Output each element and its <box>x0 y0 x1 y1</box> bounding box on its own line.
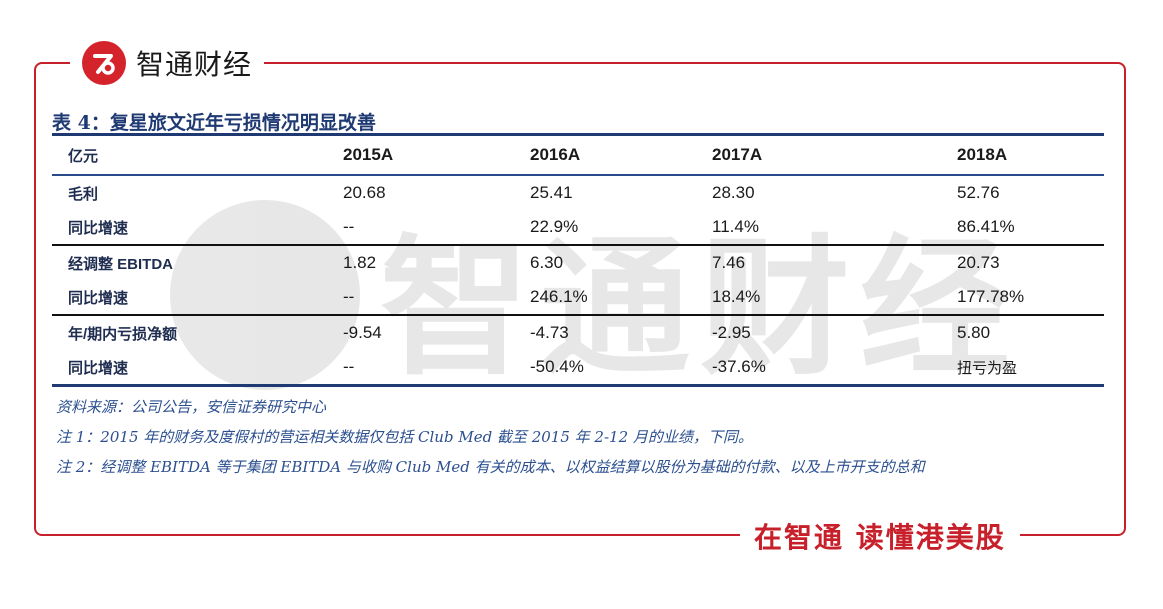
brand-slogan: 在智通 读懂港美股 <box>740 516 1020 556</box>
header-cell-unit: 亿元 <box>52 133 343 175</box>
table-cell: 20.73 <box>957 244 1104 280</box>
financial-table: 亿元 2015A 2016A 2017A 2018A 毛利 20.68 25.4… <box>52 133 1104 387</box>
footnote-2: 注 2：经调整 EBITDA 等于集团 EBITDA 与收购 Club Med … <box>56 458 925 476</box>
table-row: 同比增速 -- 22.9% 11.4% 86.41% <box>52 210 1104 245</box>
table-cell: 20.68 <box>343 174 530 210</box>
table-cell: 11.4% <box>712 217 759 236</box>
header-cell-2018: 2018A <box>957 133 1104 175</box>
header-cell-2015: 2015A <box>343 133 530 175</box>
table-row: 年/期内亏损净额 -9.54 -4.73 -2.95 5.80 <box>52 314 1104 350</box>
table-cell: -- <box>343 217 355 236</box>
row-label: 同比增速 <box>68 219 129 237</box>
row-label: 同比增速 <box>52 350 343 387</box>
table-cell: 7.46 <box>712 244 957 280</box>
brand-header: 智通财经 <box>70 40 265 86</box>
table-header-row: 亿元 2015A 2016A 2017A 2018A <box>52 133 1104 175</box>
row-label: 年/期内亏损净额 <box>52 314 343 350</box>
table-cell: 6.30 <box>530 244 712 280</box>
source-note: 资料来源：公司公告，安信证券研究中心 <box>56 398 327 416</box>
table-row: 同比增速 -- 246.1% 18.4% 177.78% <box>52 280 1104 315</box>
table-row: 经调整 EBITDA 1.82 6.30 7.46 20.73 <box>52 244 1104 280</box>
table-cell: 1.82 <box>343 244 530 280</box>
table-cell: 扭亏为盈 <box>957 350 1104 387</box>
footnote-1: 注 1：2015 年的财务及度假村的营运相关数据仅包括 Club Med 截至 … <box>56 428 753 446</box>
table-cell: 18.4% <box>712 287 761 306</box>
footnotes: 资料来源：公司公告，安信证券研究中心 注 1：2015 年的财务及度假村的营运相… <box>56 392 1116 482</box>
table-cell: 22.9% <box>530 217 579 236</box>
table-cell: -50.4% <box>530 350 712 387</box>
row-label: 毛利 <box>52 174 343 210</box>
table-cell: -2.95 <box>712 314 957 350</box>
table-cell: 25.41 <box>530 174 712 210</box>
table-title: 表 4：复星旅文近年亏损情况明显改善 <box>52 112 376 134</box>
table-cell: 5.80 <box>957 314 1104 350</box>
table-cell: -4.73 <box>530 314 712 350</box>
table-cell: -9.54 <box>343 314 530 350</box>
table-cell: 52.76 <box>957 174 1104 210</box>
table-cell: 246.1% <box>530 287 588 306</box>
brand-logo-icon <box>82 41 126 85</box>
header-cell-2017: 2017A <box>712 133 957 175</box>
row-label: 同比增速 <box>68 289 129 307</box>
table-cell: 86.41% <box>957 217 1015 236</box>
table-row: 毛利 20.68 25.41 28.30 52.76 <box>52 174 1104 210</box>
table-row: 同比增速 -- -50.4% -37.6% 扭亏为盈 <box>52 350 1104 387</box>
table-cell: 28.30 <box>712 174 957 210</box>
content-frame <box>34 62 1126 536</box>
row-label: 经调整 EBITDA <box>52 244 343 280</box>
table-cell: -- <box>343 287 355 306</box>
table-cell: -- <box>343 350 530 387</box>
brand-name: 智通财经 <box>136 48 253 81</box>
table-cell: -37.6% <box>712 350 957 387</box>
table-cell: 177.78% <box>957 287 1025 306</box>
header-cell-2016: 2016A <box>530 133 712 175</box>
